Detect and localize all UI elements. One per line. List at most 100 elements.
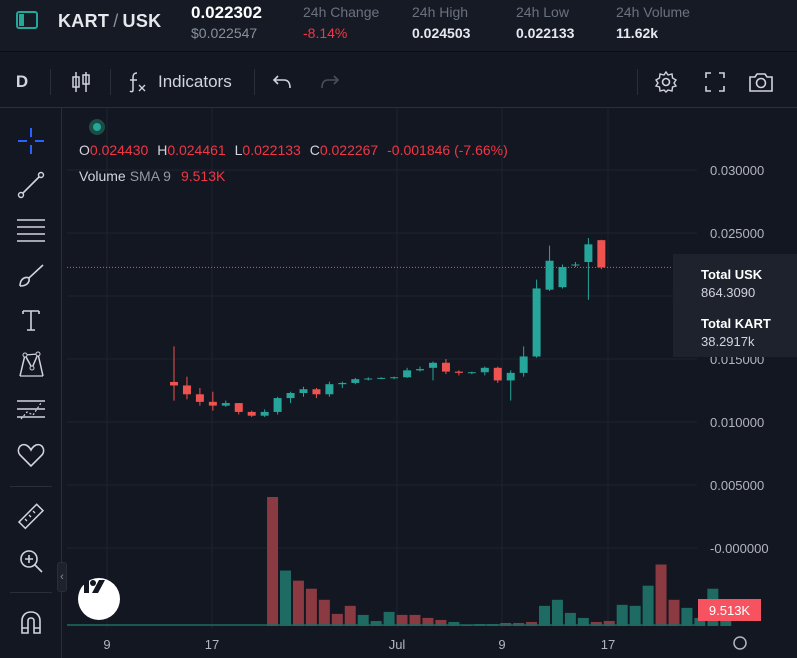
y-tick-label: 0.010000 xyxy=(710,415,764,430)
stat-label: 24h Low xyxy=(516,4,569,20)
ohlc-key: H xyxy=(157,142,168,158)
volume-sma-label: SMA 9 xyxy=(129,168,171,184)
candle-body xyxy=(325,384,334,395)
redo-button[interactable] xyxy=(316,56,344,108)
favorites-heart-icon xyxy=(17,443,45,468)
tradingview-logo[interactable] xyxy=(78,578,120,620)
tool-favorites[interactable] xyxy=(13,437,49,473)
candle-body xyxy=(247,411,256,416)
candle-body xyxy=(571,264,580,266)
volume-indicator-name: Volume xyxy=(79,168,126,184)
settings-button[interactable] xyxy=(652,56,680,108)
candle-body xyxy=(454,371,463,373)
candle-body xyxy=(221,403,230,406)
candle-body xyxy=(234,403,243,412)
candle-body xyxy=(390,377,399,379)
stat-label: 24h Volume xyxy=(616,4,690,20)
chart-toolbar: D Indicators xyxy=(0,56,797,108)
ohlc-key: L xyxy=(234,142,243,158)
camera-icon xyxy=(749,73,773,92)
candle-body xyxy=(260,411,269,416)
volume-bar xyxy=(681,607,693,626)
undo-button[interactable] xyxy=(268,56,296,108)
tool-trend-line[interactable] xyxy=(13,167,49,203)
brush-icon xyxy=(19,264,44,287)
candle-body xyxy=(545,260,554,290)
candle-body xyxy=(351,379,360,383)
candle-body xyxy=(441,362,450,372)
volume-legend[interactable]: Volume SMA 9 9.513K xyxy=(79,168,225,184)
x-tick-label: 17 xyxy=(601,637,615,652)
candle-body xyxy=(286,393,295,399)
tool-zoom[interactable] xyxy=(13,543,49,579)
panel-toggle-icon[interactable] xyxy=(16,11,38,29)
volume-bar xyxy=(448,621,460,626)
candle-body xyxy=(338,382,347,385)
x-tick-label: 17 xyxy=(205,637,219,652)
tool-magnet[interactable] xyxy=(13,605,49,641)
chart-area[interactable]: 0.0300000.0250000.0200000.0150000.010000… xyxy=(67,108,797,658)
tool-pattern[interactable] xyxy=(13,347,49,383)
fullscreen-button[interactable] xyxy=(701,56,729,108)
chart-type-button[interactable] xyxy=(66,56,96,108)
total-base-label: Total KART xyxy=(701,316,771,331)
candle-body xyxy=(467,372,476,374)
y-tick-label: 0.030000 xyxy=(710,163,764,178)
volume-bar xyxy=(668,599,680,626)
stat-value: 11.62k xyxy=(616,25,659,41)
tool-more[interactable] xyxy=(13,648,49,658)
candle-body xyxy=(299,389,308,394)
price-chart[interactable]: 0.0300000.0250000.0200000.0150000.010000… xyxy=(67,108,797,658)
stat-24h-volume: 24h Volume 11.62k xyxy=(616,4,690,41)
magnet-icon xyxy=(21,611,41,634)
total-quote-value: 864.3090 xyxy=(701,285,756,300)
volume-bar xyxy=(318,599,330,626)
tool-brush[interactable] xyxy=(13,257,49,293)
tool-ruler[interactable] xyxy=(13,499,49,535)
candle-body xyxy=(312,389,321,395)
screenshot-button[interactable] xyxy=(746,56,776,108)
volume-bar xyxy=(694,617,706,626)
volume-bar xyxy=(564,612,576,626)
interval-label: D xyxy=(15,72,29,91)
trading-pair[interactable]: KART / USK xyxy=(58,11,161,32)
axis-settings-gear-icon xyxy=(733,636,747,650)
ohlc-value: 0.022133 xyxy=(242,142,301,158)
stat-24h-low: 24h Low 0.022133 xyxy=(516,4,574,41)
indicators-button[interactable]: Indicators xyxy=(126,56,238,108)
gear-icon xyxy=(654,70,678,93)
quote-symbol: USK xyxy=(122,11,162,31)
candle-body xyxy=(506,372,515,381)
volume-bar xyxy=(629,605,641,626)
last-price: 0.022302 xyxy=(191,3,262,22)
interval-button[interactable]: D xyxy=(8,56,36,108)
ohlc-value: 0.022267 xyxy=(319,142,379,158)
undo-icon xyxy=(272,75,291,89)
tool-crosshair[interactable] xyxy=(13,123,49,159)
stat-24h-change: 24h Change -8.14% xyxy=(303,4,379,41)
volume-bar xyxy=(370,620,382,626)
y-tick-label: 0.005000 xyxy=(710,478,764,493)
tool-fib[interactable] xyxy=(13,212,49,248)
candle-body xyxy=(493,367,502,381)
tool-forecast[interactable] xyxy=(13,392,49,428)
total-base-value: 38.2917k xyxy=(701,334,755,349)
candle-body xyxy=(416,369,425,371)
stat-24h-high: 24h High 0.024503 xyxy=(412,4,470,41)
tradingview-logo-icon xyxy=(79,580,105,593)
stat-label: 24h Change xyxy=(303,4,380,20)
volume-bar xyxy=(435,619,447,626)
zoom-in-icon xyxy=(20,550,43,573)
volume-bar xyxy=(655,564,667,626)
volume-bar xyxy=(577,617,589,626)
volume-bar xyxy=(305,588,317,626)
ohlc-legend: O0.024430 H0.024461 L0.022133 C0.022267 … xyxy=(79,142,513,158)
volume-bar xyxy=(280,570,291,626)
volume-bar xyxy=(331,613,343,626)
candle-body xyxy=(403,370,412,378)
tool-text[interactable] xyxy=(13,302,49,338)
volume-bar xyxy=(409,614,421,626)
collapse-toolbar-handle[interactable]: ‹ xyxy=(57,562,67,592)
ohlc-value: 0.024461 xyxy=(167,142,226,158)
candle-body xyxy=(195,394,204,402)
